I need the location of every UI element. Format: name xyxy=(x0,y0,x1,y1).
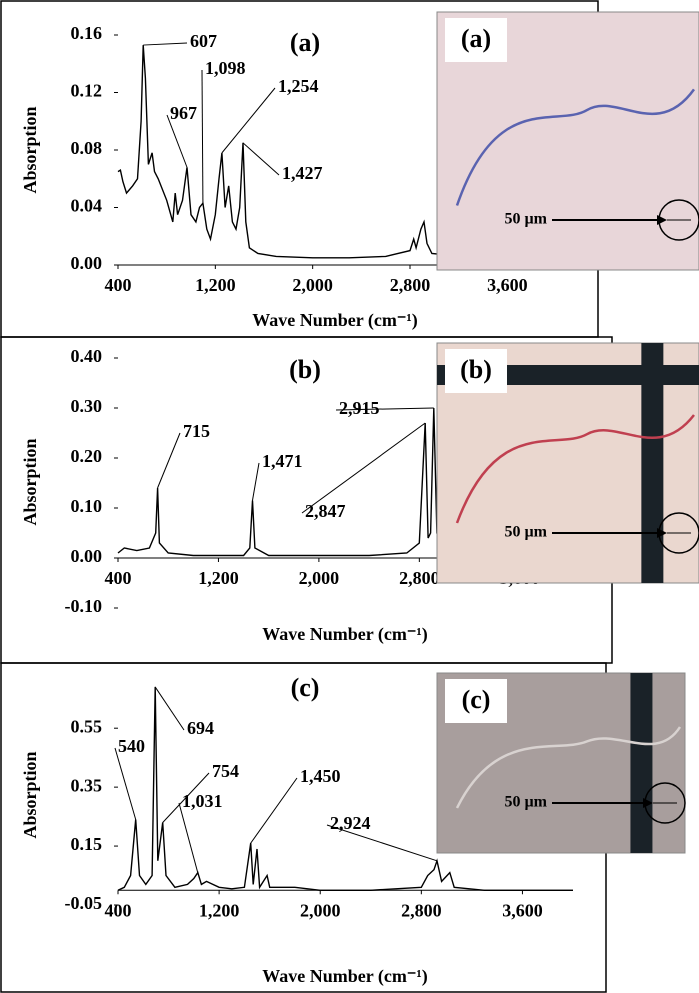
peak-label: 715 xyxy=(183,421,210,441)
chart-title: (c) xyxy=(291,673,320,702)
inset-label-box xyxy=(445,349,507,393)
peak-label: 2,847 xyxy=(305,501,346,521)
x-axis-label: Wave Number (cm⁻¹) xyxy=(252,310,418,331)
peak-leader xyxy=(326,824,438,862)
scale-arrow-head xyxy=(657,215,667,225)
y-tick-label: 0.35 xyxy=(71,775,103,795)
x-tick-label: 2,000 xyxy=(299,568,340,588)
peak-leader xyxy=(221,87,276,154)
fiber xyxy=(455,726,682,809)
peak-label: 2,924 xyxy=(330,813,371,833)
y-tick-label: 0.16 xyxy=(71,23,103,43)
scale-label: 50 µm xyxy=(504,211,547,228)
scale-label: 50 µm xyxy=(504,524,547,541)
x-tick-label: 3,600 xyxy=(502,900,543,920)
peak-leader xyxy=(114,747,137,820)
micrograph-inset: (a) 50 µm xyxy=(436,11,699,271)
spectrum-line xyxy=(117,45,557,259)
fiber xyxy=(455,414,695,524)
y-tick-label: 0.40 xyxy=(71,346,103,366)
scale-label: 50 µm xyxy=(504,794,547,811)
x-tick-label: 2,800 xyxy=(390,275,431,295)
y-tick-label: 0.00 xyxy=(71,546,103,566)
y-tick-label: 0.04 xyxy=(71,196,103,216)
peak-leader xyxy=(251,462,260,501)
x-tick-label: 2,000 xyxy=(292,275,333,295)
inset-label: (c) xyxy=(462,685,491,714)
inset-label: (a) xyxy=(461,24,491,53)
filter-mesh xyxy=(641,343,664,583)
peak-leader xyxy=(301,422,426,514)
y-tick-label: 0.08 xyxy=(71,138,103,158)
x-tick-label: 400 xyxy=(105,900,132,920)
peak-leader xyxy=(250,777,298,844)
peak-label: 1,450 xyxy=(300,766,341,786)
y-axis-label: Absorption xyxy=(20,751,40,838)
x-tick-label: 1,200 xyxy=(195,275,236,295)
chart-title: (b) xyxy=(289,355,321,384)
y-tick-label: -0.10 xyxy=(65,596,103,616)
filter-mesh xyxy=(630,673,653,853)
y-tick-label: 0.12 xyxy=(71,81,103,101)
chart-panel: 400 1,200 2,000 2,800 3,600 -0.05 0.15 0.35 0.55… xyxy=(0,662,686,993)
x-tick-label: 1,200 xyxy=(199,900,240,920)
spectrum-line xyxy=(117,407,570,557)
peak-label: 1,098 xyxy=(205,58,246,78)
peak-leader xyxy=(162,772,210,823)
peak-label: 694 xyxy=(187,718,214,738)
inset-label-box xyxy=(445,18,507,62)
chart-panel: 400 1,200 2,000 2,800 3,600 0.00 0.04 0.08 0.12 0… xyxy=(0,0,699,338)
y-axis-label: Absorption xyxy=(20,438,40,525)
y-tick-label: 0.30 xyxy=(71,396,103,416)
scale-arrow-head xyxy=(643,798,653,808)
spectrum-line xyxy=(117,686,573,891)
peak-leader xyxy=(335,407,434,411)
y-tick-label: 0.20 xyxy=(71,446,103,466)
chart-title: (a) xyxy=(290,28,320,57)
y-tick-label: 0.15 xyxy=(71,834,103,854)
x-tick-label: 400 xyxy=(105,568,132,588)
inset-label-box xyxy=(445,679,507,723)
x-tick-label: 2,000 xyxy=(300,900,341,920)
peak-label: 967 xyxy=(170,103,197,123)
peak-leader xyxy=(178,802,199,873)
micrograph-inset: (b) 50 µm xyxy=(436,342,699,584)
x-tick-label: 3,600 xyxy=(487,275,528,295)
peak-label: 1,427 xyxy=(282,163,323,183)
x-tick-label: 2,800 xyxy=(401,900,442,920)
peak-label: 607 xyxy=(190,31,217,51)
peak-label: 540 xyxy=(118,736,145,756)
scale-arrow-head xyxy=(657,528,667,538)
peak-leader xyxy=(157,432,181,489)
peak-leader xyxy=(154,686,185,731)
micrograph-inset: (c) 50 µm xyxy=(436,672,686,854)
fiber xyxy=(455,88,696,206)
y-tick-label: 0.00 xyxy=(71,253,103,273)
x-tick-label: 400 xyxy=(105,275,132,295)
x-axis-label: Wave Number (cm⁻¹) xyxy=(262,966,428,987)
y-tick-label: -0.05 xyxy=(65,893,103,913)
y-axis-label: Absorption xyxy=(20,106,40,193)
peak-label: 1,254 xyxy=(278,76,319,96)
inset-label: (b) xyxy=(460,355,492,384)
y-tick-label: 0.55 xyxy=(71,716,103,736)
x-tick-label: 1,200 xyxy=(198,568,239,588)
peak-label: 2,915 xyxy=(339,398,380,418)
peak-leader xyxy=(143,42,188,46)
x-tick-label: 2,800 xyxy=(399,568,440,588)
x-axis-label: Wave Number (cm⁻¹) xyxy=(262,624,428,645)
chart-panel: 4001,2002,0002,8003,600-0.100.000.100.20… xyxy=(0,336,699,664)
peak-leader xyxy=(242,142,280,176)
peak-leader xyxy=(166,114,188,168)
peak-label: 1,031 xyxy=(182,791,223,811)
peak-label: 1,471 xyxy=(262,451,303,471)
peak-leader xyxy=(201,69,204,204)
peak-label: 754 xyxy=(212,761,239,781)
y-tick-label: 0.10 xyxy=(71,496,103,516)
